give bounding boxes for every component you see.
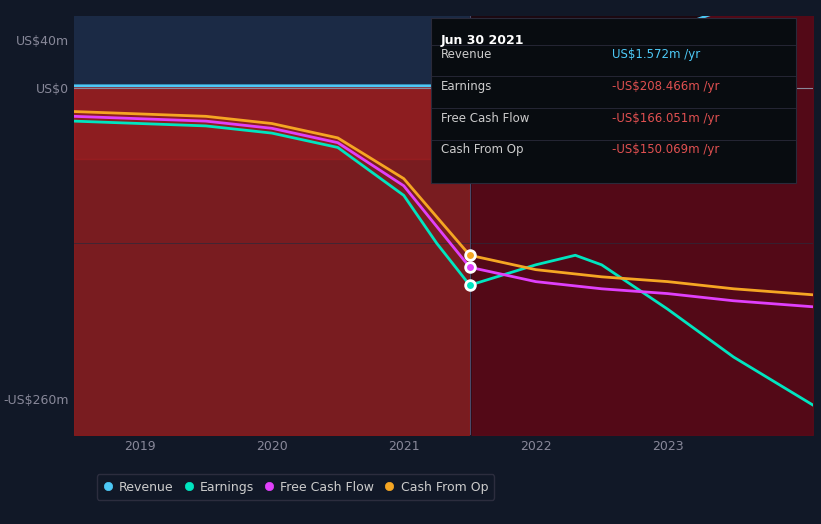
Text: Revenue: Revenue xyxy=(441,48,493,61)
Bar xyxy=(470,16,813,435)
Text: -US$208.466m /yr: -US$208.466m /yr xyxy=(612,80,719,93)
Text: -US$166.051m /yr: -US$166.051m /yr xyxy=(612,112,719,125)
Text: -US$150.069m /yr: -US$150.069m /yr xyxy=(612,144,719,157)
Text: Past: Past xyxy=(438,31,465,45)
Text: Earnings: Earnings xyxy=(441,80,493,93)
Text: Analysts Forecasts: Analysts Forecasts xyxy=(475,31,591,45)
Text: Free Cash Flow: Free Cash Flow xyxy=(441,112,530,125)
Text: Jun 30 2021: Jun 30 2021 xyxy=(441,34,525,47)
Text: Cash From Op: Cash From Op xyxy=(441,144,523,157)
Legend: Revenue, Earnings, Free Cash Flow, Cash From Op: Revenue, Earnings, Free Cash Flow, Cash … xyxy=(97,474,494,500)
Bar xyxy=(74,16,470,435)
Text: US$1.572m /yr: US$1.572m /yr xyxy=(612,48,699,61)
